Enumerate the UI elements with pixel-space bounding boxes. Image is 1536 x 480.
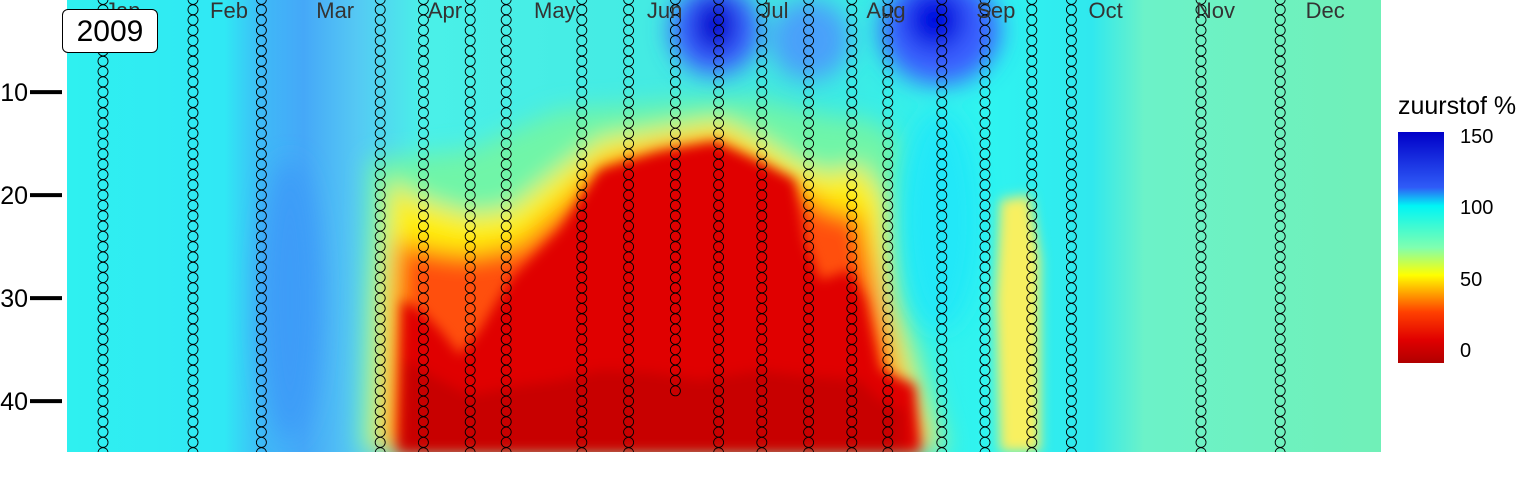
sample-point (417, 447, 429, 452)
sample-profile (979, 0, 991, 452)
sample-point (846, 447, 858, 452)
sample-point (1065, 447, 1077, 452)
sample-profile (576, 0, 588, 452)
sample-profile (936, 0, 948, 452)
heatmap-region-deep-red (400, 360, 905, 452)
month-label: Oct (1088, 0, 1122, 23)
sample-profile (187, 0, 199, 452)
y-tick-label: 10 (0, 79, 28, 107)
heatmap-region-yellow-autumn (995, 195, 1040, 452)
sample-point (936, 447, 948, 452)
heatmap-blob-blue-july (770, 0, 850, 80)
legend-tick-label: 150 (1460, 126, 1493, 148)
sample-point (669, 385, 681, 397)
sample-profile (846, 0, 858, 452)
sample-profile (713, 0, 725, 452)
sample-profile (882, 0, 894, 452)
month-label: Jul (760, 0, 788, 23)
sample-point (1274, 447, 1286, 452)
sample-profile (417, 0, 429, 452)
sample-point (882, 447, 894, 452)
month-label: Mar (316, 0, 354, 23)
sample-point (374, 447, 386, 452)
sample-point (187, 447, 199, 452)
sample-point (97, 447, 109, 452)
y-axis: 10 20 30 40 (0, 79, 62, 416)
month-label: Dec (1306, 0, 1345, 23)
y-tick-label: 20 (0, 182, 28, 210)
sample-profile (1274, 0, 1286, 452)
sample-point (464, 447, 476, 452)
sample-point (1195, 447, 1207, 452)
month-label: Nov (1196, 0, 1235, 23)
sample-profile (1195, 0, 1207, 452)
sample-point (803, 447, 815, 452)
sample-point (500, 447, 512, 452)
sample-point (255, 447, 267, 452)
legend-tick-label: 0 (1460, 340, 1471, 362)
sample-profile (374, 0, 386, 452)
legend-colorbar (1398, 132, 1444, 363)
month-label: Aug (866, 0, 905, 23)
sample-point (1026, 447, 1038, 452)
heatmap-blob-blue-august-core (905, 0, 965, 50)
y-tick-label: 30 (0, 285, 28, 313)
sample-profile (623, 0, 635, 452)
month-label: Jun (647, 0, 682, 23)
sample-profile (756, 0, 768, 452)
sample-point (576, 447, 588, 452)
sample-profile (1026, 0, 1038, 452)
sample-point (756, 447, 768, 452)
sample-point (713, 447, 725, 452)
month-label: May (534, 0, 576, 23)
heatmap-field (67, 0, 1381, 452)
year-label: 2009 (62, 9, 158, 53)
heatmap-blob-blue-feb (260, 160, 320, 440)
sample-profile (1065, 0, 1077, 452)
sample-point (979, 447, 991, 452)
y-tick-label: 40 (0, 388, 28, 416)
sample-profile (464, 0, 476, 452)
legend-title: zuurstof % (1398, 92, 1517, 120)
month-label: Apr (428, 0, 462, 23)
sample-profile (803, 0, 815, 452)
sample-point (623, 447, 635, 452)
legend-tick-label: 50 (1460, 269, 1482, 291)
sample-profile (500, 0, 512, 452)
sample-profile (255, 0, 267, 452)
sample-profiles (97, 0, 1286, 452)
month-label: Feb (210, 0, 248, 23)
month-label: Sep (976, 0, 1015, 23)
sample-profile (669, 0, 681, 397)
legend-tick-label: 100 (1460, 197, 1493, 219)
